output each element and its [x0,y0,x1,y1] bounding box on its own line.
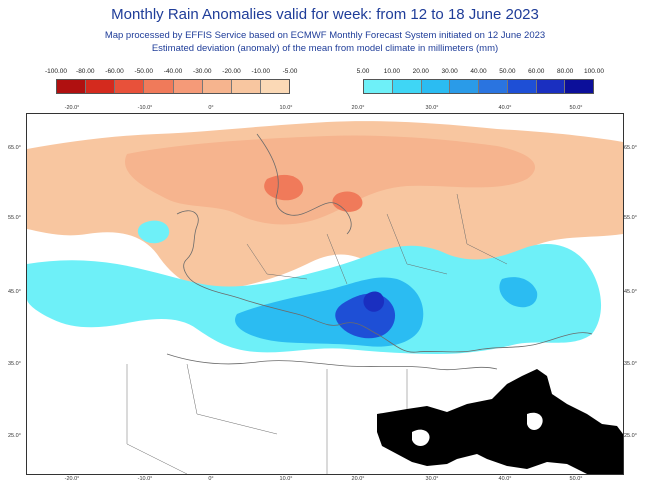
latitude-tick: 55.0° [624,215,637,221]
legend-wet-swatch [479,80,508,93]
legend-dry-label: -50.00 [134,68,153,75]
dry-anomaly-region-strong [332,191,363,212]
legend-dry-swatch [144,80,174,93]
anomaly-map [26,113,624,475]
legend-dry-label: -10.00 [251,68,270,75]
coastline [176,210,593,353]
legend-dry-swatch [202,80,232,93]
legend-dry-label: -80.00 [76,68,95,75]
legend-dry-swatch [115,80,145,93]
legend-dry-label: -20.00 [222,68,241,75]
longitude-tick: 50.0° [569,105,583,111]
legend-wet-label: 40.00 [470,68,487,75]
legend-dry-swatch [86,80,116,93]
no-data-region [377,369,623,474]
legend-wet-labels: 5.00 10.00 20.00 30.00 40.00 50.00 60.00 80.00 1… [357,68,604,79]
dry-anomaly-region-strong [264,174,304,201]
longitude-tick: 30.0° [425,476,439,482]
dry-anomaly-region-medium [125,135,536,225]
legend-dry-label: -5.00 [282,68,298,75]
legend-dry-swatch [260,80,289,93]
map-description-line: Estimated deviation (anomaly) of the mea… [151,43,499,54]
anomaly-map-svg [27,121,623,474]
longitude-tick: -10.0° [137,476,153,482]
no-data-gap [527,412,543,430]
latitude-tick: 35.0° [624,361,637,367]
legend-dry-label: -60.00 [105,68,124,75]
latitude-tick: 65.0° [624,145,637,151]
legend-wet-label: 60.00 [528,68,545,75]
legend-dry-bar [56,79,290,94]
latitude-tick: 65.0° [8,145,21,151]
latitude-tick: 45.0° [8,289,21,295]
legend-wet-label: 10.00 [383,68,401,75]
legend-dry-swatch [231,80,261,93]
legend-wet-swatch [392,80,422,93]
legend-dry-label: -100.00 [44,68,68,75]
legend-wet-swatch [536,80,566,93]
wet-anomaly-region-medium [499,277,538,308]
legend-dry-swatch [57,80,87,93]
legend-wet-label: 20.00 [412,68,429,75]
legend-wet-swatch [364,80,393,93]
legend-wet-swatch [421,80,451,93]
wet-anomaly-region [137,220,170,244]
latitude-tick: 35.0° [8,361,21,367]
longitude-tick: 40.0° [498,105,512,111]
legend-wet-swatch [565,80,593,93]
legend-dry-label: -40.00 [163,68,183,75]
coastline [166,353,498,371]
longitude-tick: 40.0° [498,476,512,482]
longitude-tick: -10.0° [137,105,153,111]
longitude-tick: 30.0° [425,105,439,111]
legend-dry-scale: -100.00 -80.00 -60.00 -50.00 -40.00 -30.00 -20… [45,68,297,94]
longitude-tick: 20.0° [351,476,365,482]
legend-wet-label: 5.00 [356,68,370,75]
wet-anomaly-region-max [363,291,385,312]
longitude-tick: -20.0° [64,476,80,482]
latitude-tick: 45.0° [624,289,637,295]
longitude-tick: 0° [208,476,214,482]
legend-dry-label: -30.00 [193,68,212,75]
map-title: Monthly Rain Anomalies valid for week: f… [111,6,539,23]
legend-wet-label: 80.00 [556,68,574,75]
longitude-tick: 50.0° [569,476,583,482]
legend-wet-label: 50.00 [499,68,516,75]
legend-wet-bar [363,79,594,94]
latitude-tick: 55.0° [8,215,21,221]
legend-wet-label: 100.00 [584,68,604,75]
no-data-gap [412,429,430,446]
legend-wet-swatch [450,80,479,93]
longitude-tick: 0° [208,105,214,111]
longitude-tick: 20.0° [351,105,365,111]
legend-wet-swatch [507,80,537,93]
legend-wet-label: 30.00 [441,68,458,75]
latitude-tick: 25.0° [8,433,21,439]
map-source-line: Map processed by EFFIS Service based on … [104,30,546,41]
legend-dry-labels: -100.00 -80.00 -60.00 -50.00 -40.00 -30.00 -20… [45,68,297,79]
legend-wet-scale: 5.00 10.00 20.00 30.00 40.00 50.00 60.00 80.00 1… [357,68,604,94]
longitude-tick: -20.0° [64,105,80,111]
latitude-tick: 25.0° [624,433,637,439]
longitude-tick: 10.0° [279,476,293,482]
longitude-tick: 10.0° [279,105,293,111]
coastline [256,133,352,235]
legend-dry-swatch [173,80,203,93]
